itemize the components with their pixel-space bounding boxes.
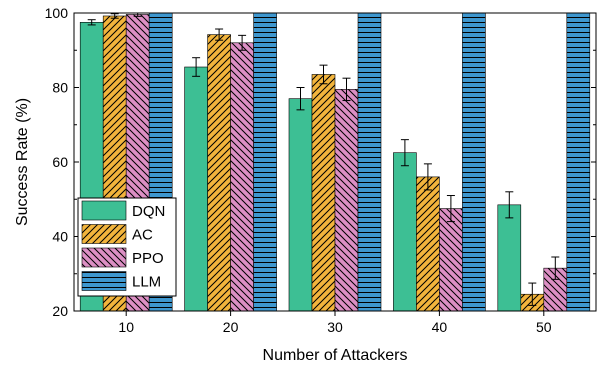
bar-dqn-20 — [184, 66, 208, 312]
error-bars-layer — [87, 12, 560, 306]
bar-ppo-20-hatch — [230, 42, 254, 312]
error-bar-ppo-40 — [446, 195, 455, 223]
legend-swatch-llm-hatch — [82, 271, 126, 291]
error-bar-ac-50 — [528, 282, 537, 306]
error-bar-dqn-20 — [192, 57, 201, 77]
legend-swatch-ppo-hatch — [82, 248, 126, 267]
x-tick-label-40: 40 — [432, 319, 448, 335]
error-bar-dqn-50 — [505, 191, 514, 219]
legend-label-dqn: DQN — [132, 203, 165, 220]
bar-ac-40-hatch — [416, 176, 440, 311]
x-tick-label-50: 50 — [536, 319, 552, 335]
error-bar-dqn-10 — [87, 19, 96, 26]
legend-swatch-dqn — [81, 200, 127, 221]
error-bar-ppo-30 — [342, 77, 351, 102]
y-tick-label-40: 40 — [52, 229, 68, 245]
bar-ac-30-hatch — [312, 74, 335, 312]
error-bar-ppo-20 — [238, 34, 247, 51]
legend-swatch-ac-hatch — [82, 224, 126, 244]
x-tick-label-20: 20 — [223, 319, 239, 335]
bar-llm-20-hatch — [253, 13, 277, 311]
legend: DQN AC PPO LLM — [77, 197, 177, 297]
x-tick-label-10: 10 — [118, 319, 134, 335]
bar-llm-40-hatch — [462, 13, 486, 311]
y-tick-label-60: 60 — [52, 154, 68, 170]
bar-llm-50-hatch — [566, 13, 590, 311]
bar-ac-20-hatch — [207, 34, 231, 311]
bar-dqn-50 — [497, 204, 522, 312]
legend-label-ac: AC — [132, 227, 153, 244]
y-axis-title: Success Rate (%) — [14, 98, 31, 226]
bar-ppo-40-hatch — [439, 208, 463, 311]
legend-label-llm: LLM — [132, 274, 161, 291]
x-tick-label-30: 30 — [327, 319, 343, 335]
error-bar-dqn-40 — [400, 139, 409, 167]
legend-label-ppo: PPO — [132, 250, 164, 267]
y-tick-label-20: 20 — [52, 303, 68, 319]
x-axis: 10 20 30 40 50 — [118, 311, 552, 335]
bar-dqn-30 — [288, 98, 313, 312]
x-axis-title: Number of Attackers — [263, 347, 408, 364]
error-bar-ppo-50 — [551, 256, 560, 280]
y-axis: 20 40 60 80 100 — [45, 5, 596, 319]
y-tick-label-100: 100 — [45, 5, 69, 21]
bar-dqn-40 — [393, 152, 417, 312]
bar-llm-30-hatch — [358, 13, 381, 311]
error-bar-ac-30 — [319, 64, 328, 85]
y-tick-label-80: 80 — [52, 80, 68, 96]
error-bar-ac-10 — [110, 13, 119, 19]
bar-ppo-50-hatch — [543, 268, 567, 311]
bar-ppo-30-hatch — [335, 89, 358, 311]
error-bar-ac-20 — [215, 28, 224, 41]
error-bar-ac-40 — [423, 163, 432, 191]
error-bar-dqn-30 — [296, 87, 305, 111]
